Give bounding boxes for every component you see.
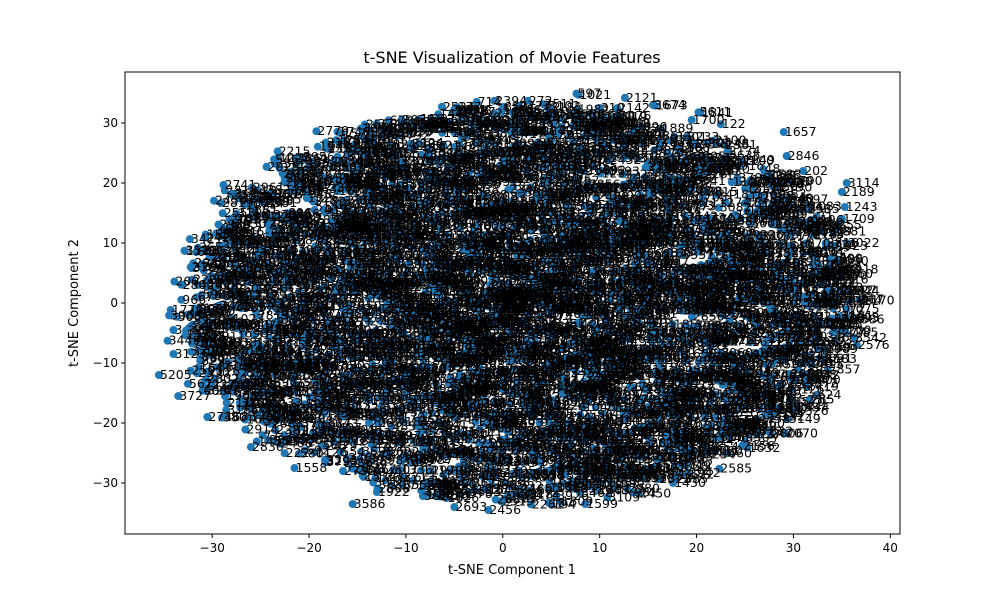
- data-point: [426, 466, 435, 475]
- data-point: [459, 276, 468, 285]
- data-point: [203, 367, 212, 376]
- data-point: [519, 281, 528, 290]
- data-point: [325, 350, 334, 359]
- data-point: [472, 97, 481, 106]
- data-point: [216, 199, 225, 208]
- data-point: [290, 312, 299, 321]
- data-point: [609, 125, 618, 134]
- data-point: [301, 229, 310, 238]
- data-point: [714, 203, 723, 212]
- data-point: [249, 292, 258, 301]
- point-label: 2585: [720, 461, 752, 476]
- point-labels-layer: 1959291392661422642160180681429326961549…: [160, 86, 895, 517]
- points-layer: [154, 89, 866, 514]
- data-point: [310, 206, 319, 214]
- data-point: [183, 379, 192, 388]
- data-point: [239, 329, 248, 338]
- data-point: [690, 435, 699, 443]
- data-point: [413, 403, 422, 412]
- data-point: [398, 473, 407, 482]
- data-point: [526, 500, 535, 509]
- data-point: [329, 174, 338, 183]
- data-point: [581, 223, 590, 232]
- data-point: [489, 109, 498, 118]
- data-point: [177, 295, 186, 304]
- data-point: [510, 341, 519, 350]
- data-point: [221, 392, 230, 401]
- chart-title: t-SNE Visualization of Movie Features: [363, 48, 660, 67]
- data-point: [218, 209, 227, 218]
- data-point: [682, 422, 691, 431]
